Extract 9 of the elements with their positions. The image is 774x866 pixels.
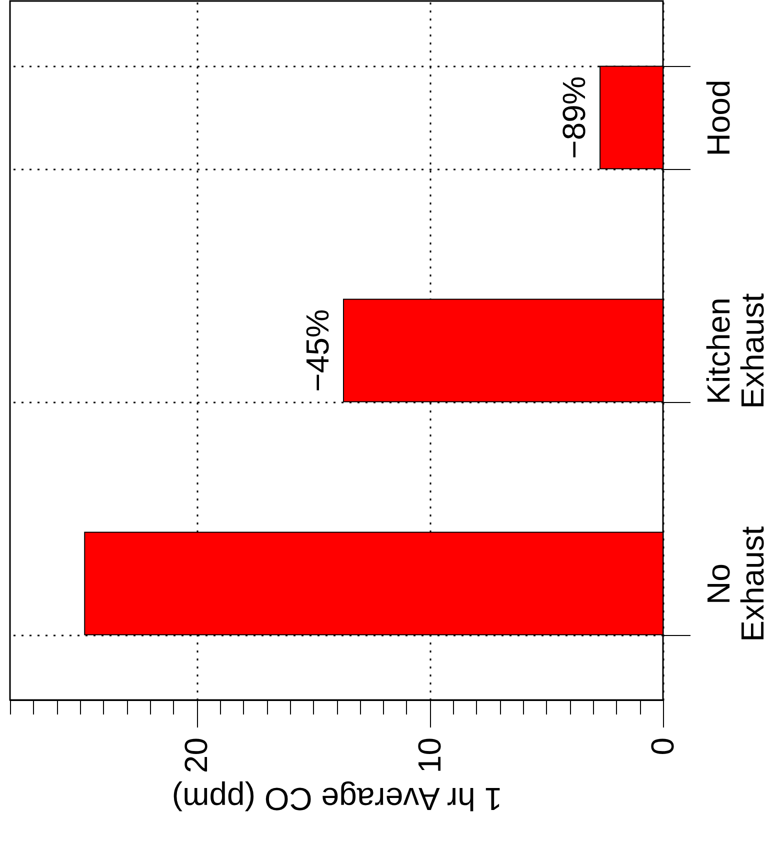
annotation: −45% xyxy=(299,309,336,392)
x-tick-label: 20 xyxy=(178,738,214,774)
x-tick-label: 0 xyxy=(644,738,680,756)
x-axis-title: 1 hr Average CO (ppm) xyxy=(172,781,502,818)
y-tick-label: Kitchen Exhaust xyxy=(700,293,770,409)
annotation: −89% xyxy=(556,76,592,159)
y-tick-label: No Exhaust xyxy=(700,526,770,642)
y-tick-label: Hood xyxy=(700,80,736,156)
x-tick-label: 10 xyxy=(411,738,448,774)
